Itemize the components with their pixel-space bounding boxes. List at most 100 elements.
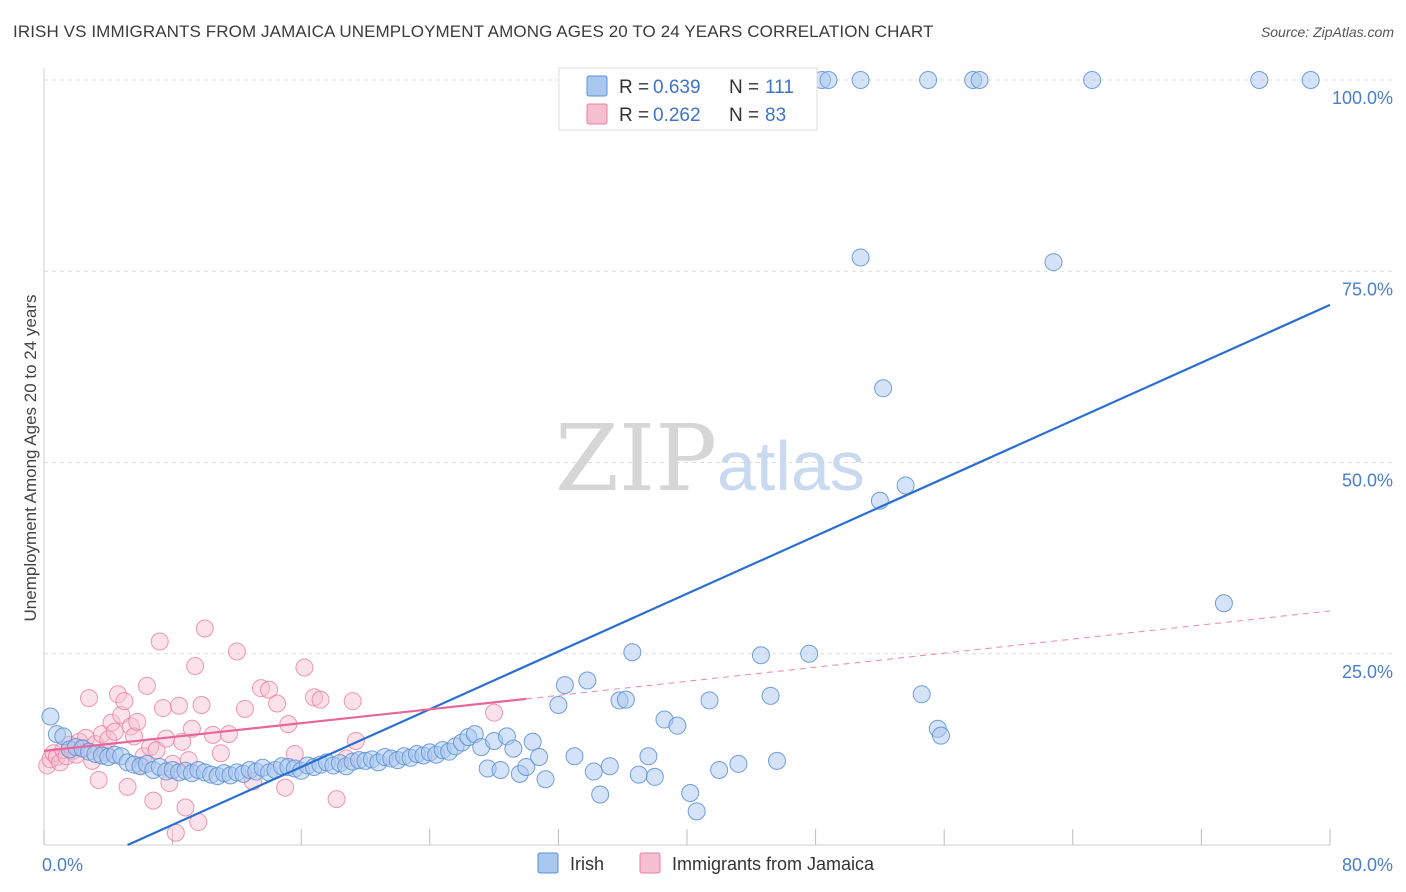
legend-n-label-irish: N =: [729, 77, 759, 98]
irish-point: [800, 644, 819, 663]
irish-point: [768, 751, 787, 770]
irish-point: [896, 476, 915, 495]
irish-point: [565, 747, 584, 766]
legend-n-value-jamaica: 83: [765, 105, 786, 126]
jamaica-point: [311, 690, 330, 709]
grid: [44, 79, 1392, 655]
jamaica-point: [121, 717, 140, 736]
irish-point: [1250, 71, 1269, 89]
irish-point: [1301, 71, 1320, 89]
trendlines: [43, 303, 1331, 847]
jamaica-points: [38, 619, 504, 842]
jamaica-point: [203, 725, 222, 744]
irish-point: [504, 739, 523, 758]
y-tick-label-100: 100.0%: [1332, 88, 1393, 108]
legend-swatch-irish: [586, 75, 608, 97]
y-tick-label-75: 75.0%: [1342, 279, 1393, 299]
irish-point: [555, 676, 574, 695]
irish-point: [645, 767, 664, 786]
y-tick-label-25: 25.0%: [1342, 662, 1393, 682]
bottom-legend: Irish Immigrants from Jamaica: [537, 852, 875, 874]
irish-point: [584, 762, 603, 781]
bottom-legend-jamaica: Immigrants from Jamaica: [672, 854, 875, 874]
irish-point: [517, 757, 536, 776]
jamaica-point: [182, 719, 201, 738]
legend-r-label-jamaica: R =: [619, 105, 649, 126]
jamaica-point: [192, 696, 211, 715]
y-axis-label: Unemployment Among Ages 20 to 24 years: [21, 295, 40, 622]
source-label: Source: ZipAtlas.com: [1260, 24, 1394, 40]
jamaica-point: [327, 790, 346, 809]
jamaica-point: [108, 685, 127, 704]
jamaica-point: [137, 676, 156, 695]
irish-trendline: [127, 303, 1331, 847]
jamaica-point: [211, 744, 230, 763]
irish-point: [970, 71, 989, 89]
legend-n-label-jamaica: N =: [729, 105, 759, 126]
irish-point: [912, 685, 931, 704]
jamaica-point: [235, 699, 254, 718]
jamaica-point: [219, 725, 238, 744]
irish-point: [1083, 71, 1102, 89]
y-tick-label-50: 50.0%: [1342, 471, 1393, 491]
jamaica-point: [343, 692, 362, 711]
jamaica-point: [118, 777, 137, 796]
watermark: ZIP atlas: [555, 405, 865, 512]
bottom-legend-swatch-irish: [537, 852, 559, 874]
irish-point: [687, 802, 706, 821]
irish-point: [623, 643, 642, 662]
chart-title: IRISH VS IMMIGRANTS FROM JAMAICA UNEMPLO…: [13, 22, 934, 41]
jamaica-point: [89, 770, 108, 789]
legend-swatch-jamaica: [586, 103, 608, 125]
jamaica-point: [195, 619, 214, 638]
irish-point: [1214, 594, 1233, 613]
irish-point: [600, 757, 619, 776]
irish-point: [491, 761, 510, 780]
jamaica-point: [115, 692, 134, 711]
jamaica-point: [260, 680, 279, 699]
irish-point: [591, 785, 610, 804]
irish-point: [578, 671, 597, 690]
legend-n-value-irish: 111: [765, 77, 794, 98]
jamaica-point: [128, 712, 147, 731]
jamaica-point: [112, 705, 131, 724]
irish-point: [931, 726, 950, 745]
jamaica-point: [268, 694, 287, 713]
irish-point: [629, 765, 648, 784]
irish-point: [851, 248, 870, 267]
irish-point: [710, 761, 729, 780]
legend-r-value-irish: 0.639: [653, 77, 701, 98]
watermark-zip: ZIP: [555, 405, 717, 512]
legend: R = 0.639 N = 111 R = 0.262 N = 83: [558, 67, 818, 131]
jamaica-point: [186, 656, 205, 675]
irish-point: [616, 690, 635, 709]
bottom-legend-irish: Irish: [570, 854, 604, 874]
jamaica-point: [295, 658, 314, 677]
jamaica-point: [485, 703, 504, 722]
irish-point: [700, 691, 719, 710]
jamaica-point: [227, 642, 246, 661]
watermark-atlas: atlas: [717, 427, 865, 505]
jamaica-point: [105, 722, 124, 741]
irish-point: [751, 646, 770, 665]
x-tick-labels: 0.0% 80.0%: [42, 855, 1393, 875]
irish-point: [729, 754, 748, 773]
jamaica-trendline: [43, 697, 527, 752]
irish-point: [1044, 253, 1063, 272]
irish-point: [681, 783, 700, 802]
irish-point: [549, 696, 568, 715]
irish-point: [761, 686, 780, 705]
irish-point: [536, 770, 555, 789]
jamaica-point: [144, 791, 163, 810]
y-tick-labels: 25.0% 50.0% 75.0% 100.0%: [1332, 88, 1393, 682]
legend-r-value-jamaica: 0.262: [653, 105, 701, 126]
bottom-legend-swatch-jamaica: [639, 852, 661, 874]
jamaica-point: [176, 798, 195, 817]
x-tick-label-max: 80.0%: [1342, 855, 1393, 875]
jamaica-point: [170, 696, 189, 715]
jamaica-point: [80, 689, 99, 708]
irish-points: [41, 71, 1320, 821]
irish-point: [874, 379, 893, 398]
irish-point: [639, 747, 658, 766]
